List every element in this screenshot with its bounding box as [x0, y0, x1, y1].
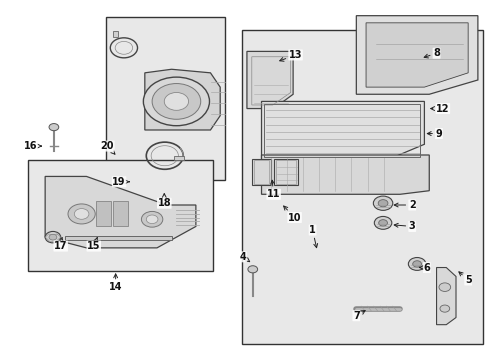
Polygon shape [436, 267, 455, 325]
Circle shape [45, 231, 61, 243]
Text: 12: 12 [430, 104, 448, 113]
Circle shape [152, 84, 201, 119]
Text: 18: 18 [157, 194, 171, 208]
Bar [273, 158, 297, 185]
Text: 1: 1 [308, 225, 317, 248]
Bar [106, 18, 224, 180]
Polygon shape [246, 51, 292, 109]
Circle shape [377, 200, 387, 207]
Polygon shape [96, 202, 111, 226]
Bar [276, 160, 295, 184]
Circle shape [378, 220, 386, 226]
Bar [174, 156, 183, 160]
Polygon shape [261, 155, 428, 194]
Circle shape [439, 305, 449, 312]
Polygon shape [64, 236, 171, 240]
Circle shape [146, 215, 158, 224]
Circle shape [373, 216, 391, 229]
Text: 17: 17 [54, 238, 67, 251]
Text: 3: 3 [393, 221, 415, 231]
Polygon shape [45, 176, 196, 248]
Circle shape [49, 234, 57, 240]
Text: 4: 4 [239, 252, 249, 262]
Polygon shape [366, 23, 467, 87]
Circle shape [247, 266, 257, 273]
Bar [28, 160, 212, 271]
Text: 8: 8 [423, 48, 439, 58]
Circle shape [412, 261, 421, 267]
Bar [242, 30, 482, 344]
Circle shape [372, 196, 392, 210]
Polygon shape [356, 16, 477, 94]
Circle shape [68, 204, 95, 224]
Bar [251, 158, 271, 185]
Text: 7: 7 [352, 311, 365, 321]
Text: 16: 16 [24, 141, 41, 151]
Circle shape [74, 208, 89, 219]
Text: 20: 20 [101, 141, 115, 154]
Polygon shape [144, 69, 220, 130]
Text: 15: 15 [87, 238, 101, 251]
Text: 6: 6 [419, 262, 429, 273]
Circle shape [141, 211, 163, 227]
Text: 2: 2 [393, 200, 415, 210]
Polygon shape [113, 202, 127, 226]
Bar [264, 104, 419, 157]
Text: 5: 5 [458, 272, 470, 285]
Polygon shape [261, 102, 424, 158]
Text: 9: 9 [427, 129, 442, 139]
Text: 13: 13 [279, 50, 302, 61]
Bar [113, 31, 118, 37]
Circle shape [438, 283, 450, 292]
Text: 11: 11 [266, 180, 280, 199]
Circle shape [407, 257, 425, 270]
Circle shape [164, 93, 188, 111]
Text: 19: 19 [112, 177, 129, 187]
Circle shape [49, 123, 59, 131]
Circle shape [143, 77, 209, 126]
Text: 10: 10 [283, 206, 301, 222]
Text: 14: 14 [109, 274, 122, 292]
Bar [254, 160, 268, 184]
